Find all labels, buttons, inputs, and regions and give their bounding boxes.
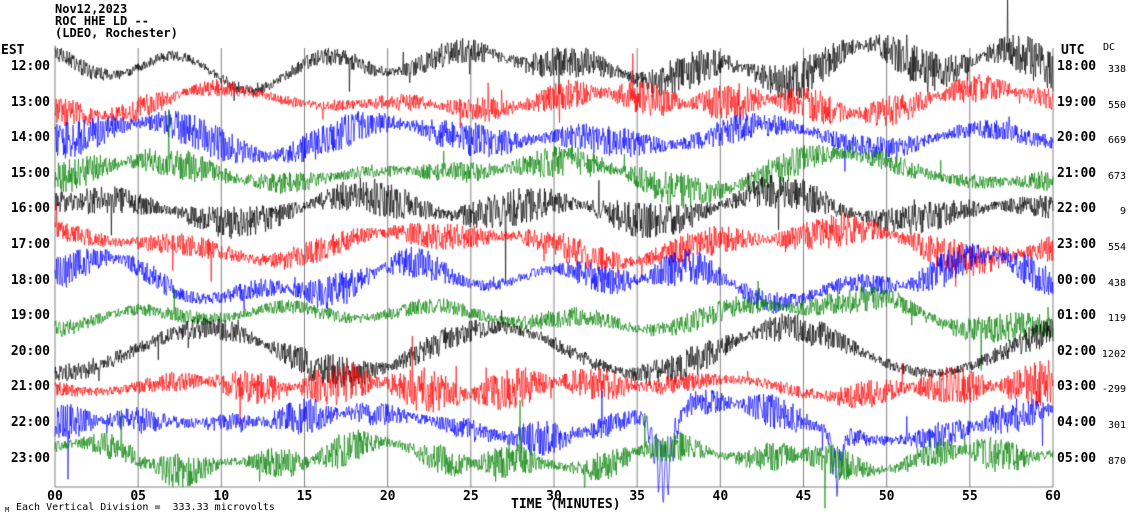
utc-time-label: 23:00 bbox=[1057, 237, 1097, 252]
right-axis-title: UTC bbox=[1061, 43, 1085, 58]
x-tick-label: 40 bbox=[712, 489, 729, 504]
scale-note: Each Vertical Division = 333.33 microvol… bbox=[16, 502, 275, 513]
header-station-location: (LDEO, Rochester) bbox=[55, 26, 178, 40]
dc-value: 870 bbox=[1107, 455, 1126, 467]
dc-value: 1202 bbox=[1101, 348, 1126, 360]
est-time-label: 14:00 bbox=[10, 130, 50, 146]
utc-time-label: 21:00 bbox=[1057, 165, 1097, 181]
dc-value: 119 bbox=[1107, 313, 1126, 325]
dc-value: 338 bbox=[1107, 64, 1126, 75]
left-axis-title: EST bbox=[1, 43, 25, 58]
est-time-label: 20:00 bbox=[10, 343, 50, 359]
x-tick-label: 15 bbox=[296, 489, 313, 504]
utc-time-label: 03:00 bbox=[1057, 379, 1097, 395]
est-time-label: 12:00 bbox=[10, 59, 50, 74]
est-time-label: 23:00 bbox=[10, 450, 50, 466]
x-tick-label: 55 bbox=[962, 489, 978, 504]
est-time-label: 15:00 bbox=[10, 165, 50, 181]
x-tick-label: 45 bbox=[795, 489, 812, 504]
dc-value: 554 bbox=[1107, 242, 1126, 253]
x-tick-label: 05 bbox=[130, 489, 146, 504]
footer-mark: M bbox=[5, 506, 10, 514]
dc-value: -299 bbox=[1101, 384, 1126, 396]
dc-value: 9 bbox=[1119, 206, 1126, 218]
est-time-label: 16:00 bbox=[10, 201, 50, 217]
utc-time-label: 04:00 bbox=[1057, 415, 1097, 430]
est-time-label: 18:00 bbox=[10, 272, 50, 288]
est-time-label: 13:00 bbox=[10, 94, 50, 110]
dc-column-title: DC bbox=[1103, 42, 1116, 53]
x-tick-label: 60 bbox=[1045, 489, 1061, 504]
header-date: Nov12,2023 bbox=[55, 2, 128, 16]
x-tick-label: 35 bbox=[629, 489, 645, 504]
est-time-label: 19:00 bbox=[10, 308, 50, 324]
header-station-code: ROC HHE LD -- bbox=[55, 14, 149, 28]
utc-time-label: 00:00 bbox=[1057, 272, 1097, 288]
utc-time-label: 05:00 bbox=[1057, 450, 1097, 466]
dc-value: 301 bbox=[1107, 420, 1126, 431]
est-time-label: 22:00 bbox=[10, 415, 50, 430]
x-tick-label: 50 bbox=[878, 489, 895, 504]
dc-value: 669 bbox=[1107, 135, 1126, 147]
dc-value: 550 bbox=[1107, 99, 1126, 111]
utc-time-label: 02:00 bbox=[1057, 343, 1097, 359]
est-time-label: 21:00 bbox=[10, 379, 50, 395]
utc-time-label: 01:00 bbox=[1057, 308, 1097, 324]
est-time-label: 17:00 bbox=[10, 237, 50, 252]
x-tick-label: 20 bbox=[379, 489, 396, 504]
dc-value: 438 bbox=[1107, 277, 1126, 289]
dc-value: 673 bbox=[1107, 170, 1126, 182]
utc-time-label: 19:00 bbox=[1057, 94, 1097, 110]
utc-time-label: 20:00 bbox=[1057, 130, 1097, 146]
x-tick-label: 10 bbox=[213, 489, 230, 504]
x-tick-label: 00 bbox=[47, 489, 63, 504]
x-tick-label: 30 bbox=[546, 489, 562, 504]
utc-time-label: 22:00 bbox=[1057, 201, 1097, 217]
x-tick-label: 25 bbox=[463, 489, 479, 504]
x-axis-title: TIME (MINUTES) bbox=[511, 497, 621, 512]
utc-time-label: 18:00 bbox=[1057, 59, 1097, 74]
